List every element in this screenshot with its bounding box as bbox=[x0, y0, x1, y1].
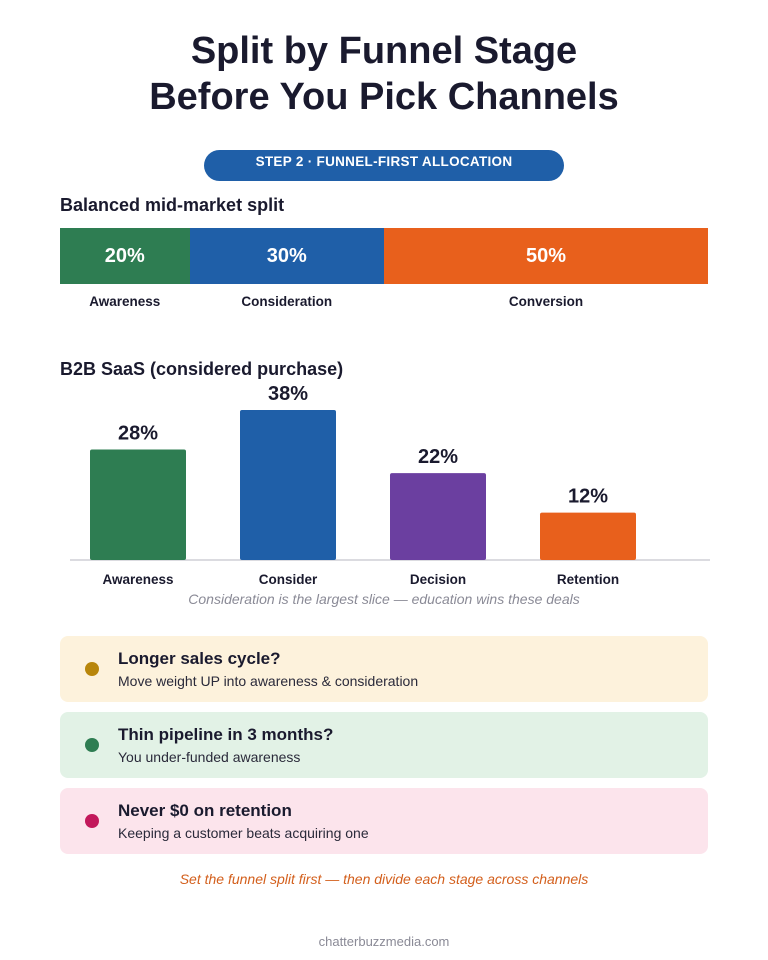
stack-segment-conversion: 50% bbox=[383, 228, 708, 284]
stack-label-conversion: Conversion bbox=[508, 294, 584, 309]
stack-label-awareness: Awareness bbox=[89, 294, 161, 309]
title-line-1: Split by Funnel Stage bbox=[190, 30, 578, 72]
stack-label-consideration: Consideration bbox=[241, 294, 333, 309]
tip-card-sales-cycle: Longer sales cycle? Move weight UP into … bbox=[60, 636, 708, 702]
tip-text: Keeping a customer beats acquiring one bbox=[118, 825, 369, 841]
bar-category-label-consider: Consider bbox=[259, 572, 318, 587]
tip-card-pipeline: Thin pipeline in 3 months? You under-fun… bbox=[60, 712, 708, 778]
bullet-dot-icon bbox=[85, 662, 99, 676]
stacked-chart-title: Balanced mid-market split bbox=[60, 195, 285, 215]
tip-title: Never $0 on retention bbox=[118, 801, 292, 820]
bar-value-label-decision: 22% bbox=[418, 446, 458, 468]
step-badge: STEP 2 · FUNNEL-FIRST ALLOCATION bbox=[204, 150, 564, 181]
bar-value-label-consider: 38% bbox=[268, 383, 308, 405]
bar-category-label-decision: Decision bbox=[410, 572, 466, 587]
footer-note: Set the funnel split first — then divide… bbox=[179, 871, 589, 887]
bar-decision bbox=[390, 473, 486, 560]
bar-awareness bbox=[90, 449, 186, 560]
stack-segment-consideration: 30% bbox=[189, 228, 384, 284]
stack-segment-awareness: 20% bbox=[60, 228, 190, 284]
tip-text: You under-funded awareness bbox=[118, 749, 301, 765]
bar-category-label-awareness: Awareness bbox=[102, 572, 173, 587]
tip-text: Move weight UP into awareness & consider… bbox=[118, 673, 419, 689]
footer-site: chatterbuzzmedia.com bbox=[318, 934, 450, 949]
stacked-bar: 20% 30% 50% bbox=[60, 228, 708, 284]
stacked-bar-labels: Awareness Consideration Conversion bbox=[60, 294, 708, 314]
bar-chart-title: B2B SaaS (considered purchase) bbox=[60, 359, 344, 379]
bar-value-label-retention: 12% bbox=[568, 486, 608, 508]
bullet-dot-icon bbox=[85, 814, 99, 828]
chart-annotation: Consideration is the largest slice — edu… bbox=[188, 591, 580, 607]
tip-title: Thin pipeline in 3 months? bbox=[118, 725, 334, 744]
bar-chart: 28% Awareness 38% Consider 22% Decision 12% Ret… bbox=[70, 383, 710, 587]
tip-card-retention: Never $0 on retention Keeping a customer… bbox=[60, 788, 708, 854]
bullet-dot-icon bbox=[85, 738, 99, 752]
bar-value-label-awareness: 28% bbox=[118, 422, 158, 444]
page-title: Split by Funnel Stage Before You Pick Ch… bbox=[0, 28, 768, 120]
title-line-2: Before You Pick Channels bbox=[149, 76, 619, 118]
bar-consider bbox=[240, 410, 336, 560]
tip-title: Longer sales cycle? bbox=[118, 649, 281, 668]
bar-category-label-retention: Retention bbox=[557, 572, 619, 587]
bar-retention bbox=[540, 512, 636, 560]
